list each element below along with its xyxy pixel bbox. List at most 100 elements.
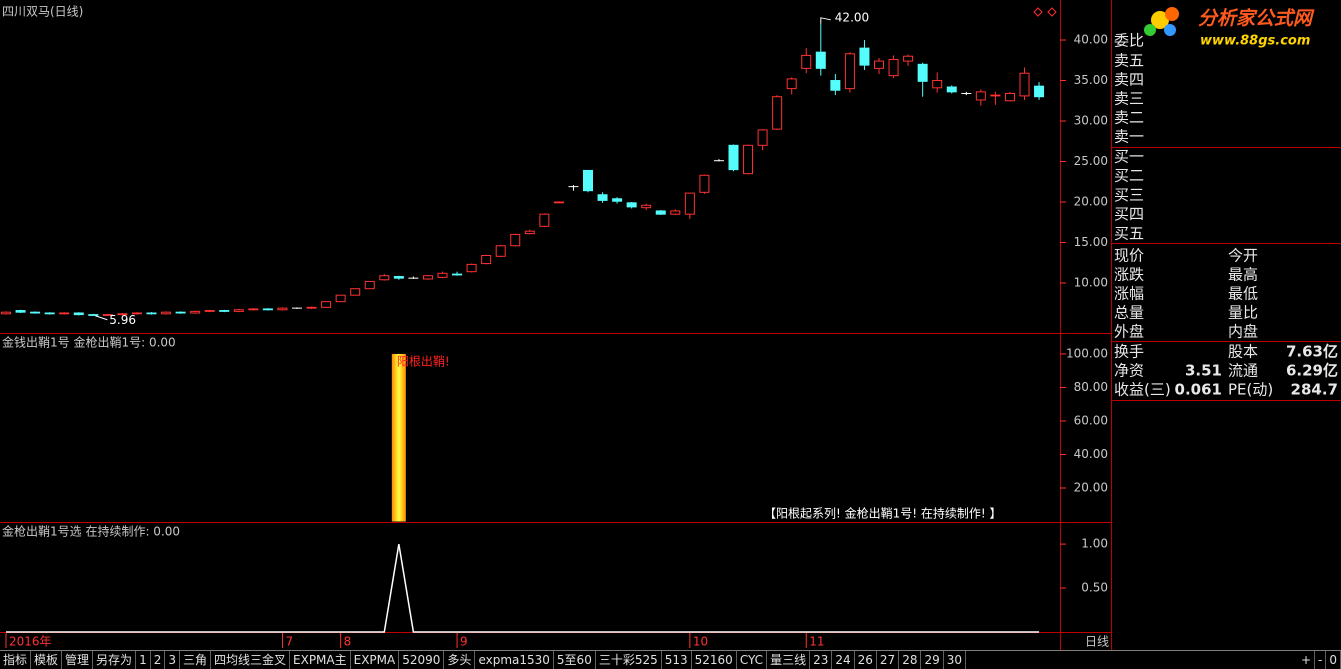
candle-body xyxy=(539,213,550,227)
icon[interactable] xyxy=(1033,7,1043,17)
candle-body xyxy=(641,204,652,209)
candle-body xyxy=(73,312,84,316)
candle-body xyxy=(1,311,11,315)
quote-label: 今开 xyxy=(1228,247,1258,265)
y-tick-label: 1.00 xyxy=(1081,537,1108,551)
y-tick-label: 20.00 xyxy=(1074,195,1108,209)
quote-label: 内盘 xyxy=(1228,323,1258,341)
quote-label: 现价 xyxy=(1114,247,1144,265)
candle-body xyxy=(30,311,41,314)
toolbar-button[interactable]: 52090 xyxy=(399,651,445,669)
order-label: 卖四 xyxy=(1114,71,1144,89)
toolbar-button[interactable]: 1 xyxy=(136,651,151,669)
toolbar-button[interactable]: 24 xyxy=(832,651,855,669)
candle-body xyxy=(248,308,259,311)
chart-area: 四川双马(日线) 日线 金钱出鞘1号 金枪出鞘1号: 0.00 金枪出鞘1号选 … xyxy=(0,0,1341,650)
toolbar-button[interactable]: 30 xyxy=(944,651,967,669)
toolbar-button[interactable]: 513 xyxy=(662,651,692,669)
low-label: 5.96 xyxy=(109,313,136,327)
toolbar-button[interactable]: 三角 xyxy=(180,651,211,669)
signal-line xyxy=(6,543,1040,633)
candle-body xyxy=(757,129,768,146)
toolbar-button[interactable]: EXPMA主 xyxy=(290,651,351,669)
toolbar-button[interactable]: 27 xyxy=(877,651,900,669)
y-tick-label: 25.00 xyxy=(1074,154,1108,168)
candle-body xyxy=(350,288,361,296)
candle-body xyxy=(102,314,113,316)
y-tick-label: 15.00 xyxy=(1074,235,1108,249)
order-label: 卖三 xyxy=(1114,90,1144,108)
period-button[interactable]: 日线 xyxy=(1085,635,1109,649)
candle-body xyxy=(59,312,70,315)
toolbar-button[interactable]: 量三线 xyxy=(767,651,811,669)
candle-body xyxy=(612,198,623,202)
candle-body xyxy=(88,314,99,316)
quote-label: 涨幅 xyxy=(1114,285,1144,303)
candle-body xyxy=(510,233,521,247)
candle-body xyxy=(1004,92,1015,102)
candle-body xyxy=(932,80,943,89)
toolbar-button[interactable]: 28 xyxy=(899,651,922,669)
toolbar-button[interactable]: 另存为 xyxy=(93,651,137,669)
toolbar-button[interactable]: 5至60 xyxy=(554,651,596,669)
quote-label: 最低 xyxy=(1228,285,1258,303)
toolbar-button[interactable]: 52160 xyxy=(692,651,737,669)
toolbar-button[interactable]: - xyxy=(1315,651,1327,669)
icon[interactable] xyxy=(1047,7,1057,17)
candle-body xyxy=(597,194,608,201)
candle-body xyxy=(481,254,492,265)
candle-body xyxy=(117,313,128,316)
toolbar-button[interactable]: + xyxy=(1298,651,1316,669)
fund-label: 股本 xyxy=(1228,343,1258,361)
x-tick-label: 7 xyxy=(285,635,293,649)
candle-body xyxy=(990,94,1001,97)
y-tick-label: 100.00 xyxy=(1066,346,1108,360)
order-label: 买一 xyxy=(1114,148,1144,166)
toolbar-button[interactable]: 23 xyxy=(810,651,833,669)
y-tick-label: 30.00 xyxy=(1074,114,1108,128)
marker-arrow xyxy=(820,17,831,24)
y-tick-label: 0.50 xyxy=(1081,581,1108,595)
order-label: 委比 xyxy=(1114,32,1144,50)
fund-label: 流通 xyxy=(1228,362,1258,380)
toolbar-button[interactable]: 0 xyxy=(1326,651,1341,669)
toolbar-button[interactable]: 多头 xyxy=(444,651,476,669)
logo: 分析家公式网 www.88gs.com xyxy=(1144,7,1315,49)
quote-label: 外盘 xyxy=(1114,323,1144,341)
toolbar-button[interactable]: CYC xyxy=(737,651,768,669)
x-tick-label: 9 xyxy=(460,635,468,649)
candle-body xyxy=(204,310,215,312)
candle-body xyxy=(306,306,317,309)
order-label: 买二 xyxy=(1114,167,1144,185)
candle-body xyxy=(728,144,739,171)
candle-body xyxy=(524,230,535,235)
spacer xyxy=(966,651,1298,669)
candle-body xyxy=(422,275,433,280)
toolbar-button[interactable]: 指标 xyxy=(0,651,32,669)
candle-body xyxy=(888,58,899,77)
y-tick-label: 35.00 xyxy=(1074,73,1108,87)
order-label: 买三 xyxy=(1114,186,1144,204)
y-tick-label: 10.00 xyxy=(1074,276,1108,290)
toolbar-button[interactable]: 26 xyxy=(855,651,877,669)
toolbar-button[interactable]: expma1530 xyxy=(475,651,554,669)
candle-body xyxy=(161,311,172,315)
fund-value: 6.29亿 xyxy=(1286,362,1338,380)
fund-value: 7.63亿 xyxy=(1286,343,1338,361)
x-tick-label: 11 xyxy=(809,635,824,649)
toolbar-button[interactable]: 四均线三金叉 xyxy=(211,651,291,669)
toolbar-button[interactable]: 2 xyxy=(151,651,166,669)
signal-label: 阳根出鞘! xyxy=(397,355,450,369)
toolbar-button[interactable]: EXPMA xyxy=(351,651,400,669)
candle-body xyxy=(379,275,390,281)
toolbar-button[interactable]: 模板 xyxy=(31,651,63,669)
candle-body xyxy=(437,272,448,278)
toolbar-button[interactable]: 管理 xyxy=(62,651,94,669)
toolbar-button[interactable]: 三十彩525 xyxy=(596,651,662,669)
candle-body xyxy=(670,210,681,215)
toolbar-button[interactable]: 29 xyxy=(921,651,944,669)
candle-body xyxy=(946,86,957,93)
x-tick-label: 10 xyxy=(693,635,708,649)
toolbar-button[interactable]: 3 xyxy=(165,651,180,669)
